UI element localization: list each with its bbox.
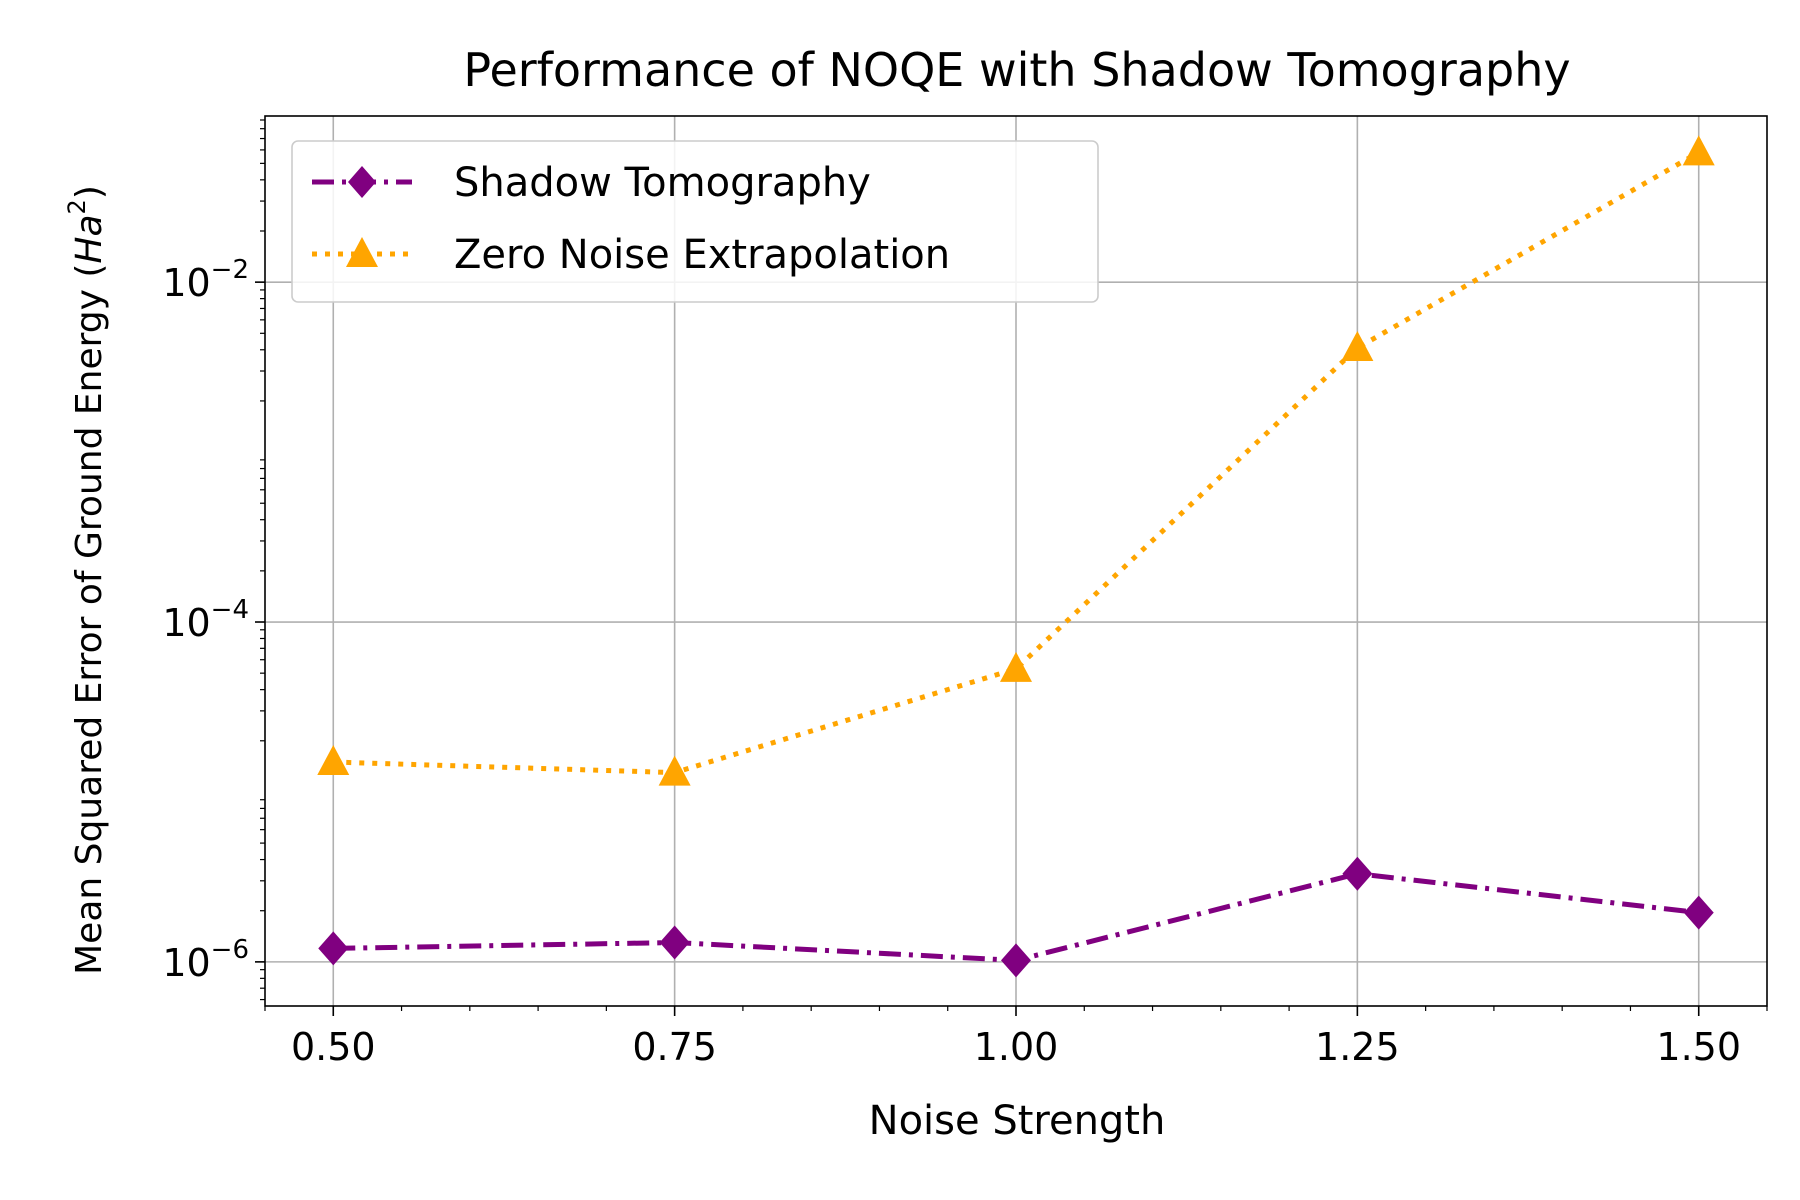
legend-label-shadow-tomography: Shadow Tomography [454,160,871,206]
x-axis-label: Noise Strength [869,1098,1166,1144]
y-tick-label: 10−2 [162,255,249,305]
x-tick-label: 1.00 [974,1025,1059,1069]
y-tick-label: 10−4 [162,595,249,645]
y-axis: 10−6 10−4 10−2 [162,119,265,1001]
data-point-zero-noise-extrapolation [658,755,691,786]
series-zero-noise-extrapolation [317,135,1715,786]
data-point-shadow-tomography [1683,895,1714,930]
y-axis-label-unit: Ha [69,214,110,263]
data-point-shadow-tomography [1342,856,1373,891]
legend-marker-zero-noise-extrapolation [346,237,378,267]
legend: Shadow Tomography Zero Noise Extrapolati… [291,140,1099,303]
series-shadow-tomography [318,856,1714,978]
series-layer [317,135,1715,978]
data-point-shadow-tomography [1001,943,1031,978]
x-tick-label: 0.75 [632,1025,717,1069]
data-point-zero-noise-extrapolation [1682,135,1715,166]
x-tick-label: 0.50 [291,1025,376,1069]
y-axis-label: Mean Squared Error of Ground Energy (Ha2… [63,185,110,975]
data-point-zero-noise-extrapolation [317,745,350,776]
y-tick-label: 10−6 [162,935,249,985]
x-tick-label: 1.25 [1315,1025,1400,1069]
y-axis-label-unit-exponent: 2 [63,199,91,214]
y-axis-label-text: Mean Squared Error of Ground Energy [69,289,110,975]
data-point-zero-noise-extrapolation [1000,651,1032,682]
data-point-shadow-tomography [659,925,690,960]
data-point-zero-noise-extrapolation [1341,330,1374,361]
x-axis: 0.50 0.75 1.00 1.25 1.50 [264,1006,1768,1069]
legend-label-zero-noise-extrapolation: Zero Noise Extrapolation [454,232,950,278]
legend-frame [291,140,1099,303]
data-point-shadow-tomography [318,931,349,966]
chart-title: Performance of NOQE with Shadow Tomograp… [463,43,1570,97]
legend-marker-shadow-tomography [348,166,376,198]
x-tick-label: 1.50 [1656,1025,1741,1069]
